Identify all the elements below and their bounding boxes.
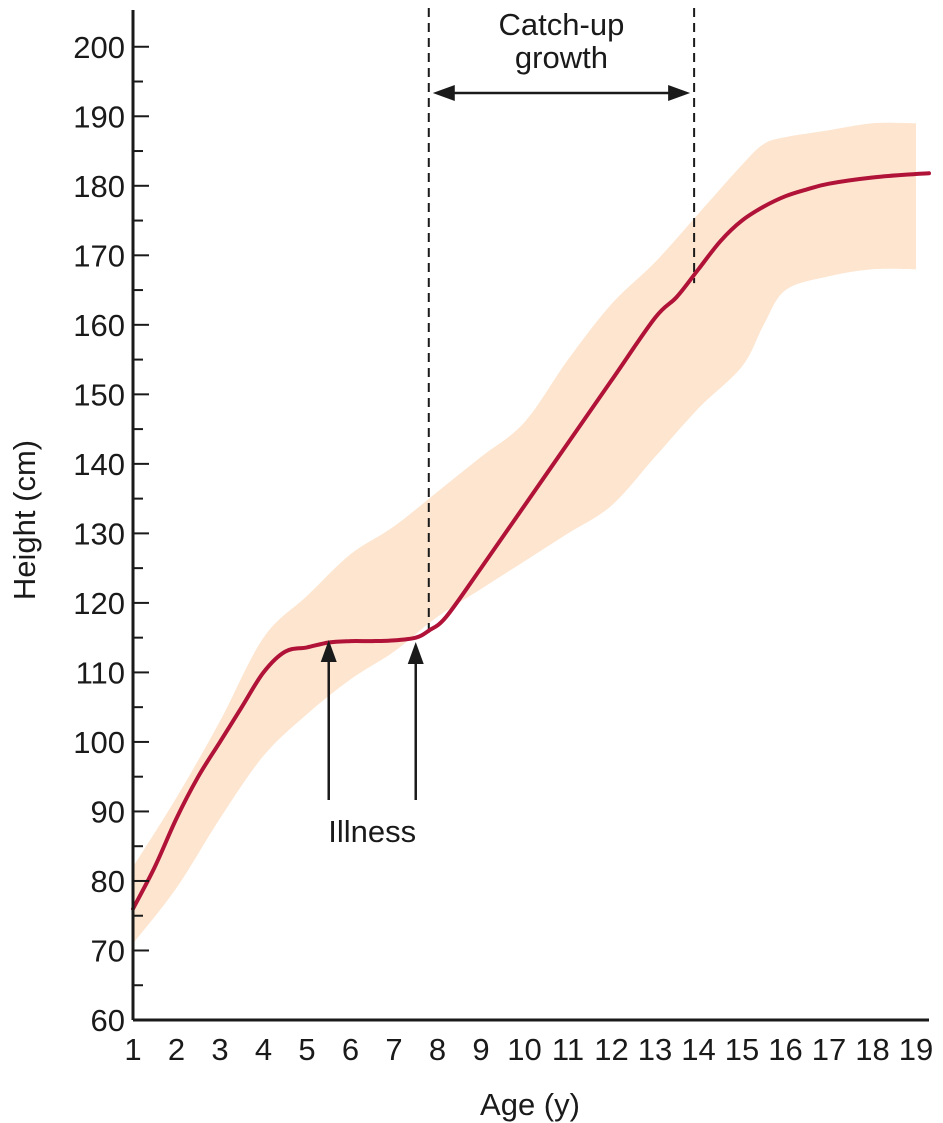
- y-tick-label: 110: [76, 655, 125, 690]
- y-tick-label: 170: [73, 238, 125, 273]
- x-tick-label: 15: [725, 1032, 759, 1067]
- x-tick-label: 19: [899, 1032, 933, 1067]
- axes-layer: [131, 10, 929, 1022]
- y-tick-label: 200: [73, 30, 125, 65]
- y-tick-label: 150: [73, 377, 125, 412]
- x-tick-label: 13: [638, 1032, 672, 1067]
- x-tick-label: 1: [124, 1032, 141, 1067]
- x-tick-label: 14: [681, 1032, 715, 1067]
- x-tick-label: 3: [211, 1032, 228, 1067]
- x-tick-label: 8: [429, 1032, 446, 1067]
- catch-up-arrow-left-head: [432, 85, 455, 101]
- x-tick-label: 7: [385, 1032, 402, 1067]
- x-tick-labels: 1 2 3 4 5 6 7 8 9 10 11 12 13 14 15 16 17 18 19: [124, 1032, 933, 1067]
- y-tick-label: 80: [91, 864, 125, 899]
- x-tick-label: 5: [298, 1032, 315, 1067]
- y-tick-label: 190: [73, 99, 125, 134]
- x-tick-label: 4: [255, 1032, 272, 1067]
- height-curve-layer: [131, 171, 931, 911]
- y-tick-labels: 60 70 80 90 100 110 120 130 140 150 160 170 180 190 20…: [73, 30, 125, 1038]
- y-tick-label: 120: [73, 586, 125, 621]
- catch-up-label: Catch-up: [499, 7, 625, 42]
- y-tick-label: 160: [73, 308, 125, 343]
- y-tick-label: 60: [91, 1003, 125, 1038]
- x-tick-label: 10: [507, 1032, 541, 1067]
- x-tick-label: 17: [812, 1032, 846, 1067]
- illness-arrow-head: [407, 642, 424, 664]
- y-tick-label: 90: [91, 794, 125, 829]
- normal-range-band: [133, 122, 916, 944]
- x-tick-label: 16: [768, 1032, 802, 1067]
- y-tick-label: 70: [91, 933, 125, 968]
- x-axis-title: Age (y): [480, 1087, 580, 1122]
- y-tick-label: 100: [73, 725, 125, 760]
- x-tick-label: 2: [168, 1032, 185, 1067]
- illness-label: Illness: [328, 814, 416, 849]
- x-tick-label: 12: [594, 1032, 628, 1067]
- y-tick-label: 140: [73, 447, 125, 482]
- catch-up-arrow-right-head: [668, 85, 691, 101]
- x-tick-label: 18: [855, 1032, 889, 1067]
- y-axis-title: Height (cm): [7, 440, 42, 600]
- catch-up-guide-layer: [427, 8, 696, 631]
- y-tick-label: 130: [73, 516, 125, 551]
- y-tick-label: 180: [73, 169, 125, 204]
- normal-range-band-layer: [133, 122, 916, 944]
- illness-arrow-head: [320, 640, 337, 662]
- x-tick-label: 6: [342, 1032, 359, 1067]
- x-tick-label: 9: [472, 1032, 489, 1067]
- height-curve: [131, 171, 931, 911]
- x-tick-label: 11: [552, 1032, 584, 1067]
- catch-up-label: growth: [515, 40, 608, 75]
